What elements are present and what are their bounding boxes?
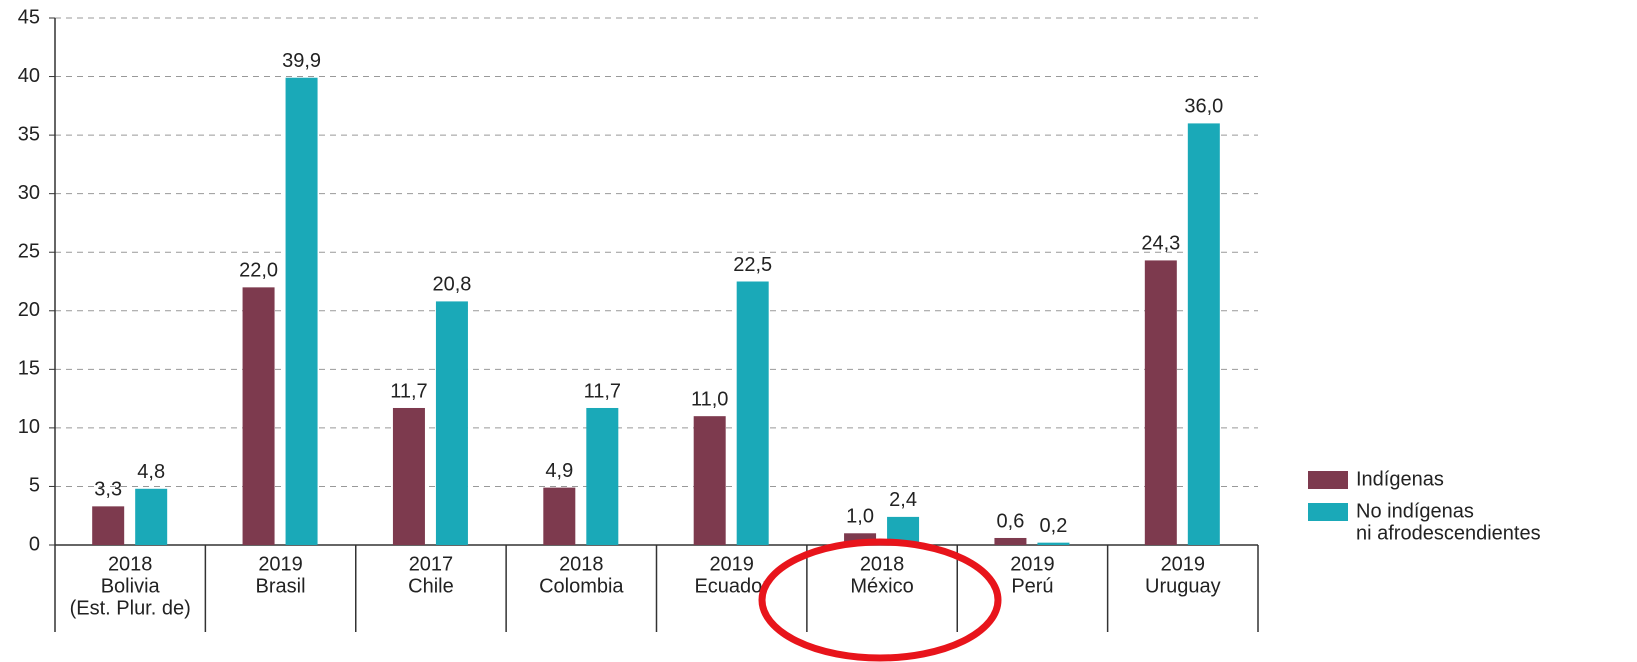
data-label: 4,8 <box>137 461 165 483</box>
bar <box>1144 260 1177 545</box>
x-tick-label: 2017 <box>409 553 454 575</box>
y-tick-label: 45 <box>18 6 40 28</box>
x-tick-label: Perú <box>1011 575 1053 597</box>
bar <box>135 488 168 545</box>
x-tick-label: (Est. Plur. de) <box>70 597 191 619</box>
data-label: 20,8 <box>432 274 471 296</box>
x-tick-label: 2018 <box>860 553 905 575</box>
x-tick-label: Uruguay <box>1145 575 1221 597</box>
bar <box>543 487 576 545</box>
y-tick-label: 0 <box>29 533 40 555</box>
y-tick-label: 5 <box>29 475 40 497</box>
data-label: 11,0 <box>691 388 728 410</box>
x-tick-label: 2019 <box>1161 553 1206 575</box>
bar <box>92 506 125 545</box>
y-tick-label: 10 <box>18 416 40 438</box>
x-tick-label: 2019 <box>709 553 754 575</box>
y-tick-label: 30 <box>18 182 40 204</box>
data-label: 4,9 <box>545 460 573 482</box>
data-label: 11,7 <box>584 380 621 402</box>
bar <box>435 301 468 545</box>
data-label: 22,5 <box>733 254 772 276</box>
x-tick-label: Brasil <box>256 575 306 597</box>
bar <box>693 416 726 545</box>
bar <box>1037 542 1070 545</box>
x-tick-label: 2018 <box>559 553 604 575</box>
legend-label: No indígenas <box>1356 500 1474 522</box>
data-label: 39,9 <box>282 50 321 72</box>
data-label: 3,3 <box>94 479 122 501</box>
y-tick-label: 20 <box>18 299 40 321</box>
data-label: 0,2 <box>1040 515 1068 537</box>
legend-swatch <box>1308 471 1348 489</box>
x-tick-label: Colombia <box>539 575 624 597</box>
y-tick-label: 25 <box>18 241 40 263</box>
data-label: 2,4 <box>889 489 917 511</box>
bar <box>285 77 318 545</box>
data-label: 1,0 <box>846 506 874 528</box>
bar <box>242 287 275 545</box>
data-label: 0,6 <box>997 510 1025 532</box>
bar <box>392 407 425 545</box>
data-label: 22,0 <box>239 260 278 282</box>
legend-label: Indígenas <box>1356 468 1444 490</box>
legend-label: ni afrodescendientes <box>1356 522 1541 544</box>
data-label: 36,0 <box>1184 96 1223 118</box>
x-tick-label: Bolivia <box>101 575 161 597</box>
x-tick-label: México <box>850 575 913 597</box>
x-tick-label: Chile <box>408 575 454 597</box>
data-label: 11,7 <box>390 380 427 402</box>
y-tick-label: 15 <box>18 358 40 380</box>
bar <box>586 407 619 545</box>
bar <box>736 281 769 545</box>
x-tick-label: 2019 <box>258 553 303 575</box>
x-tick-label: 2018 <box>108 553 153 575</box>
x-tick-label: 2019 <box>1010 553 1055 575</box>
bar <box>994 537 1027 545</box>
y-tick-label: 40 <box>18 65 40 87</box>
x-tick-label: Ecuador <box>694 575 769 597</box>
bar <box>1187 123 1220 546</box>
y-tick-label: 35 <box>18 123 40 145</box>
bar <box>844 533 877 545</box>
highlight-circle <box>758 538 1002 662</box>
legend-swatch <box>1308 503 1348 521</box>
data-label: 24,3 <box>1141 233 1180 255</box>
